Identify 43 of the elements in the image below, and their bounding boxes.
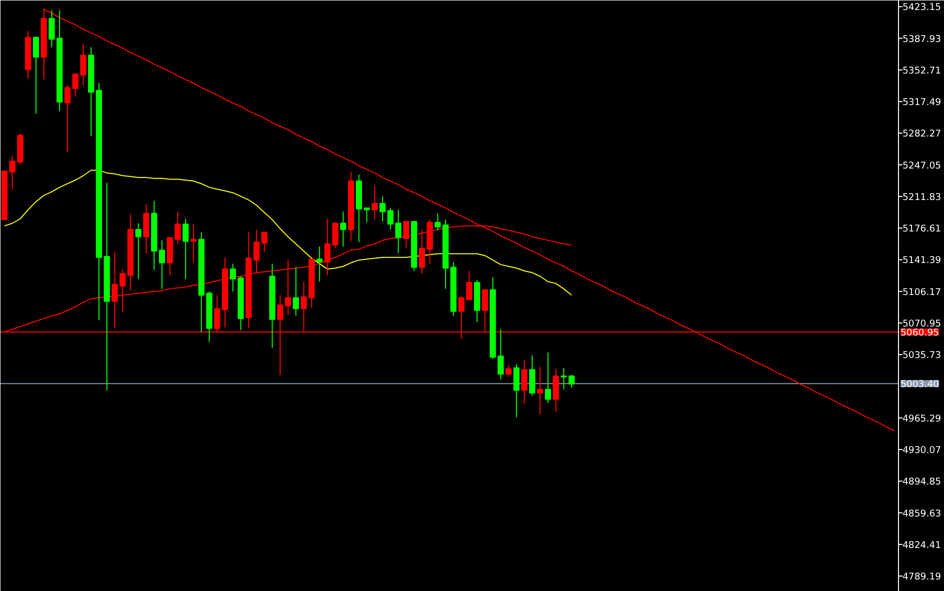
y-tick-label: 4859.63 — [902, 508, 942, 520]
y-tick-label: 5352.71 — [902, 65, 942, 76]
candlestick — [537, 366, 544, 416]
y-tick-label: 5070.95 — [902, 318, 942, 330]
y-tick-label: 5387.93 — [902, 34, 942, 45]
y-tick-label: 4930.07 — [902, 445, 942, 456]
candlestick — [284, 260, 292, 316]
y-tick-label: 5211.83 — [902, 192, 942, 203]
candlestick — [32, 36, 40, 114]
candlestick — [513, 364, 520, 418]
y-tick-label: 4789.19 — [902, 572, 942, 583]
y-tick-label: 5282.27 — [902, 128, 942, 140]
candlestick — [292, 266, 299, 316]
candlestick — [372, 185, 378, 220]
candlestick — [521, 359, 528, 404]
y-tick-label: 5317.49 — [902, 97, 942, 108]
candlestick — [253, 229, 260, 274]
y-tick-label: 5141.39 — [902, 255, 942, 266]
y-tick-label: 5035.73 — [902, 350, 942, 362]
candlestick — [182, 218, 189, 280]
candlestick — [261, 232, 268, 252]
line-series — [4, 170, 572, 296]
candlestick — [544, 352, 552, 404]
candlestick — [190, 224, 197, 264]
y-tick-label: 4894.85 — [902, 476, 942, 488]
candlestick — [316, 246, 323, 282]
candlestick — [506, 364, 512, 378]
y-tick-label: 5247.05 — [902, 160, 942, 172]
candlestick — [158, 240, 166, 290]
candlestick — [434, 212, 441, 231]
candlestick — [135, 222, 142, 280]
candlestick — [379, 196, 386, 222]
y-tick-label: 5106.17 — [902, 286, 942, 298]
ref-line-label: 5060.95 — [900, 327, 940, 338]
candlestick — [64, 84, 71, 153]
y-tick-label: 5423.15 — [902, 2, 942, 14]
candlestick — [552, 368, 559, 412]
y-tick-label: 4824.41 — [902, 540, 942, 551]
y-tick-label: 4965.29 — [902, 413, 942, 424]
candlestick — [340, 211, 346, 248]
candlestick — [143, 204, 150, 254]
y-tick-label: 5176.61 — [902, 224, 942, 235]
candlestick — [529, 354, 536, 396]
